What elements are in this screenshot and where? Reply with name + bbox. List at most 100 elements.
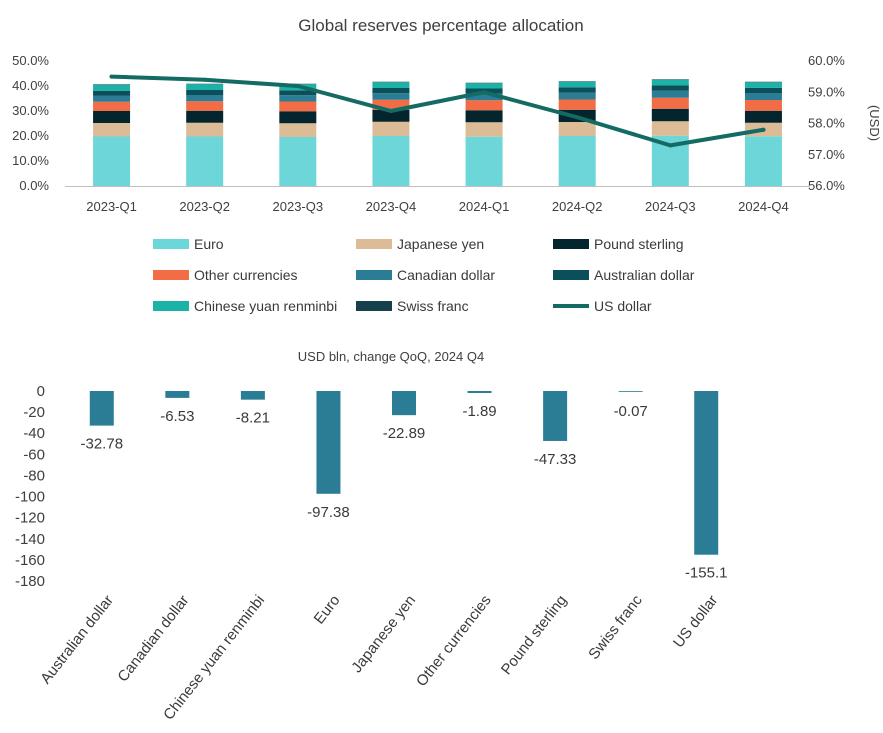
chart-2-bar — [89, 391, 114, 426]
chart-1-x-tick-label: 2023-Q2 — [179, 199, 230, 214]
chart-1-y-tick-label: 30.0% — [12, 103, 49, 118]
chart-1-title: Global reserves percentage allocation — [298, 16, 583, 35]
chart-1-bar-segment — [465, 82, 503, 84]
chart-1-legend-label: Canadian dollar — [397, 267, 495, 283]
chart-2-x-tick-label: Pound sterling — [498, 592, 570, 678]
chart-1-bar-segment — [465, 83, 503, 89]
chart-1-bar-segment — [651, 97, 689, 109]
chart-1-bar-segment — [744, 100, 782, 111]
chart-1-bar-segment — [93, 95, 131, 102]
chart-1-bar-segment — [279, 111, 317, 124]
chart-1-line-point — [202, 77, 207, 82]
chart-2-data-label: -6.53 — [160, 408, 194, 425]
chart-1-x-tick-label: 2024-Q3 — [645, 199, 696, 214]
chart-2-y-tick-label: 0 — [37, 383, 45, 400]
chart-1-x-tick-label: 2023-Q1 — [86, 199, 137, 214]
chart-1-y-tick-label: 10.0% — [12, 153, 49, 168]
chart-1-legend-swatch — [153, 239, 189, 249]
chart-1-bar-segment — [186, 83, 224, 85]
chart-1-bar-segment — [558, 87, 596, 93]
chart-1-bar-segment — [651, 79, 689, 86]
chart-2-bar — [694, 391, 719, 555]
chart-2-data-label: -0.07 — [614, 403, 648, 420]
chart-1-y2-tick-label: 57.0% — [808, 147, 845, 162]
chart-1-bar-segment — [651, 79, 689, 80]
chart-1-bar-segment — [558, 136, 596, 186]
chart-1-bar-segment — [93, 90, 131, 96]
chart-1-bar-segment — [372, 88, 410, 94]
chart-1-line-point — [482, 90, 487, 95]
chart-2-y-tick-label: -160 — [15, 552, 45, 569]
chart-1-legend: Euro Japanese yen Pound sterling Other curr… — [153, 236, 695, 314]
chart-1-line-point — [761, 127, 766, 132]
chart-1-bar-segment — [465, 110, 503, 123]
chart-1-bar-segment — [186, 136, 224, 186]
chart-1-bar-segment — [93, 136, 131, 186]
chart-1-y-tick-label: 0.0% — [19, 178, 49, 193]
chart-1-legend-label: Pound sterling — [594, 236, 684, 252]
chart-1-bar-segment — [372, 136, 410, 186]
chart-1-bar-segment — [93, 111, 131, 123]
chart-2-bar — [618, 391, 643, 392]
chart-1-line-point — [109, 74, 114, 79]
chart-1-bar-segment — [279, 95, 317, 102]
chart-2-x-tick-label: Swiss franc — [585, 592, 646, 663]
chart-1-bar-segment — [372, 121, 410, 136]
chart-1-legend-label: US dollar — [594, 298, 652, 314]
chart-1-line-point — [575, 115, 580, 120]
chart-1-legend-swatch — [153, 270, 189, 280]
chart-1-y2-tick-label: 58.0% — [808, 116, 845, 131]
chart-2-y-tick-label: -100 — [15, 489, 45, 506]
chart-2-x-tick-label: Japanese yen — [348, 592, 419, 676]
chart-1-y2-tick-label: 60.0% — [808, 53, 845, 68]
chart-1-bar-segment — [744, 93, 782, 100]
chart-1-bar-segment — [186, 122, 224, 137]
chart-1-legend-swatch — [553, 239, 589, 249]
chart-2-y-tick-label: -80 — [23, 467, 45, 484]
chart-1-legend-label: Chinese yuan renminbi — [194, 298, 337, 314]
chart-1-bar-segment — [279, 101, 317, 112]
chart-2-y-tick-label: -180 — [15, 573, 45, 590]
chart-1-bar-segment — [186, 101, 224, 111]
chart-2-data-label: -8.21 — [236, 410, 270, 427]
chart-1-bar-segment — [558, 92, 596, 100]
chart-2-data-label: -1.89 — [462, 403, 496, 420]
chart-1-legend-swatch — [553, 270, 589, 280]
chart-2-y-tick-label: -140 — [15, 531, 45, 548]
chart-1-x-tick-label: 2023-Q4 — [366, 199, 417, 214]
chart-1-bar-segment — [372, 82, 410, 88]
chart-1-bar-segment — [186, 84, 224, 90]
chart-2-data-label: -155.1 — [685, 565, 728, 582]
chart-2-bar — [316, 391, 341, 494]
chart-1-axes: 0.0% 10.0% 20.0% 30.0% 40.0% 50.0% 56.0% 57.0% 5… — [12, 53, 845, 214]
chart-2-x-tick-label: Canadian dollar — [114, 592, 192, 685]
chart-1-bar-segment — [651, 121, 689, 136]
chart-1-legend-swatch — [356, 301, 392, 311]
chart-1-bar-segment — [558, 99, 596, 110]
chart-1-y2-tick-label: 59.0% — [808, 84, 845, 99]
chart-1-bar-segment — [186, 95, 224, 102]
chart-1-bar-segment — [372, 81, 410, 83]
chart-1-y-tick-label: 20.0% — [12, 128, 49, 143]
chart-1-line-point — [668, 143, 673, 148]
chart-1-legend-swatch — [356, 239, 392, 249]
chart-1-bar-segment — [279, 137, 317, 186]
chart-1-bar-segment — [93, 84, 131, 91]
chart-2-data-label: -47.33 — [534, 451, 577, 468]
chart-1-bar-segment — [93, 101, 131, 111]
chart-2-y-tick-label: -120 — [15, 510, 45, 527]
chart-2-data-label: -32.78 — [81, 436, 124, 453]
chart-1-legend-swatch — [153, 301, 189, 311]
chart-1-x-tick-label: 2023-Q3 — [273, 199, 324, 214]
chart-1-x-tick-label: 2024-Q4 — [738, 199, 789, 214]
chart-2-y-tick-label: -40 — [23, 425, 45, 442]
chart-1-bar-segment — [558, 81, 596, 82]
chart-2-x-tick-label: Australian dollar — [37, 592, 117, 687]
chart-1-bar-segment — [744, 81, 782, 83]
chart-2-x-tick-label: US dollar — [670, 592, 721, 651]
chart-1-us-dollar-line — [109, 74, 766, 148]
chart-1-line-point — [388, 109, 393, 113]
chart-2-bar — [240, 391, 265, 400]
chart-1-y2-axis-label: (USD) — [867, 105, 882, 141]
